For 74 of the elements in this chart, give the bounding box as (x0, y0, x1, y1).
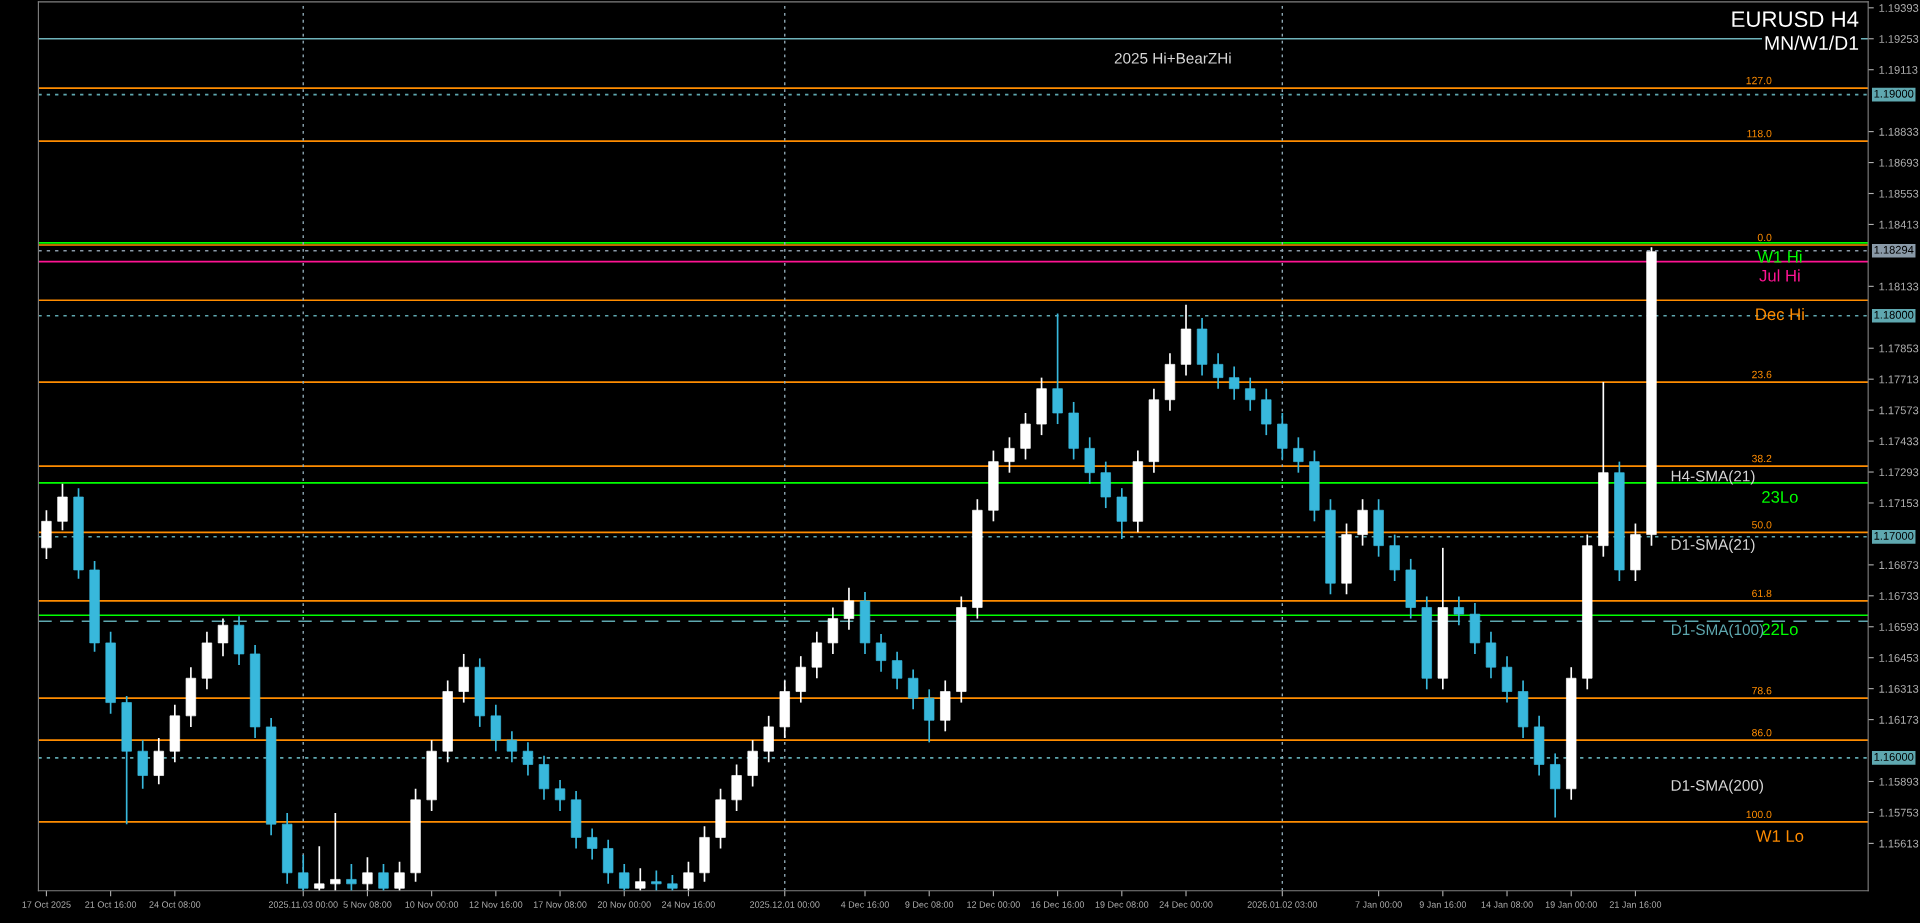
annotation: 2025 Hi+BearZHi (1114, 52, 1231, 64)
annotation: 23.6 (1752, 370, 1772, 379)
x-tick-label: 17 Oct 2025 (22, 901, 71, 908)
x-tick-label: 9 Jan 16:00 (1419, 901, 1467, 908)
y-tick-label: 1.17433 (1879, 437, 1919, 446)
ref-line-label: 1.18000 (1874, 310, 1914, 319)
x-tick-label: 2026.01.02 03:00 (1247, 901, 1318, 908)
annotation: 50.0 (1752, 521, 1772, 529)
ref-line-label: 1.19000 (1874, 89, 1914, 98)
annotation: D1-SMA(21) (1671, 538, 1755, 553)
y-tick-label: 1.16873 (1879, 561, 1919, 569)
annotation: 86.0 (1752, 728, 1772, 737)
ref-line-label: 23Lo (1762, 491, 1798, 503)
x-tick-label: 4 Dec 16:00 (840, 901, 889, 908)
annotation: 38.2 (1751, 454, 1772, 463)
ref-line-label: 22Lo (1762, 623, 1798, 636)
y-tick-label: 1.19393 (1879, 4, 1919, 12)
y-tick-label: 1.18833 (1879, 127, 1919, 136)
y-tick-label: 1.18413 (1879, 220, 1919, 229)
y-tick-label: 1.15893 (1879, 777, 1919, 786)
x-tick-label: 12 Dec 00:00 (967, 901, 1020, 908)
x-tick-label: 2025.11.03 00:00 (268, 901, 338, 908)
annotation: 118.0 (1747, 129, 1772, 138)
y-tick-label: 1.18133 (1879, 282, 1919, 291)
annotation: D1-SMA(200) (1671, 779, 1763, 794)
ref-line-label: Jul Hi (1759, 269, 1800, 282)
ref-line-label: 1.18294 (1874, 245, 1914, 254)
ref-line-label: W1 Hi (1757, 250, 1802, 263)
annotation: H4-SMA(21) (1671, 470, 1755, 485)
x-tick-label: 24 Oct 08:00 (149, 901, 201, 908)
y-tick-label: 1.16733 (1879, 592, 1919, 600)
y-tick-label: 1.19253 (1879, 35, 1919, 43)
x-tick-label: 2025.12.01 00:00 (750, 901, 820, 908)
annotation: 0.0 (1757, 233, 1772, 242)
x-tick-label: 19 Dec 08:00 (1095, 901, 1149, 908)
x-tick-label: 12 Nov 16:00 (469, 901, 523, 908)
y-tick-label: 1.17713 (1879, 375, 1919, 384)
y-tick-label: 1.17853 (1879, 344, 1919, 353)
y-tick-label: 1.18553 (1879, 189, 1919, 198)
annotation: 100.0 (1746, 810, 1772, 819)
x-tick-label: 20 Nov 00:00 (597, 901, 651, 908)
y-tick-label: 1.19113 (1879, 65, 1918, 74)
y-tick-label: 1.17153 (1879, 499, 1919, 508)
x-tick-label: 9 Dec 08:00 (905, 901, 954, 908)
annotation: 127.0 (1746, 76, 1772, 85)
y-tick-label: 1.15753 (1879, 808, 1919, 817)
y-tick-label: 1.16173 (1879, 715, 1919, 724)
annotation: 78.6 (1752, 686, 1772, 695)
y-tick-label: 1.18693 (1879, 158, 1919, 167)
x-tick-label: 21 Jan 16:00 (1609, 901, 1662, 908)
x-tick-label: 21 Oct 16:00 (85, 901, 137, 908)
ref-line-label: W1 Lo (1755, 830, 1804, 842)
x-tick-label: 10 Nov 00:00 (405, 901, 459, 908)
ref-line-label: 1.17000 (1874, 531, 1914, 540)
annotation: 61.8 (1752, 589, 1772, 598)
x-tick-label: 16 Dec 16:00 (1031, 901, 1085, 908)
x-tick-label: 24 Nov 16:00 (662, 901, 715, 908)
y-tick-label: 1.16313 (1879, 684, 1919, 693)
x-tick-label: 7 Jan 00:00 (1355, 901, 1402, 908)
chart-title: EURUSD H4 (1732, 11, 1859, 28)
y-tick-label: 1.17573 (1879, 406, 1919, 415)
x-tick-label: 17 Nov 08:00 (533, 901, 587, 908)
y-tick-label: 1.16453 (1879, 653, 1919, 662)
x-tick-label: 14 Jan 08:00 (1481, 901, 1533, 908)
x-tick-label: 24 Dec 00:00 (1159, 901, 1213, 908)
ref-line-label: D1-SMA(100) (1671, 623, 1764, 639)
ref-line-label: Dec Hi (1756, 308, 1804, 321)
y-tick-label: 1.17293 (1879, 468, 1919, 477)
x-tick-label: 19 Jan 00:00 (1545, 901, 1597, 908)
x-tick-label: 5 Nov 08:00 (343, 901, 392, 908)
y-tick-label: 1.15613 (1879, 839, 1919, 848)
y-tick-label: 1.16593 (1879, 623, 1919, 631)
ref-line-label: 1.16000 (1874, 752, 1914, 761)
text: MN/W1/D1 (1765, 35, 1859, 50)
